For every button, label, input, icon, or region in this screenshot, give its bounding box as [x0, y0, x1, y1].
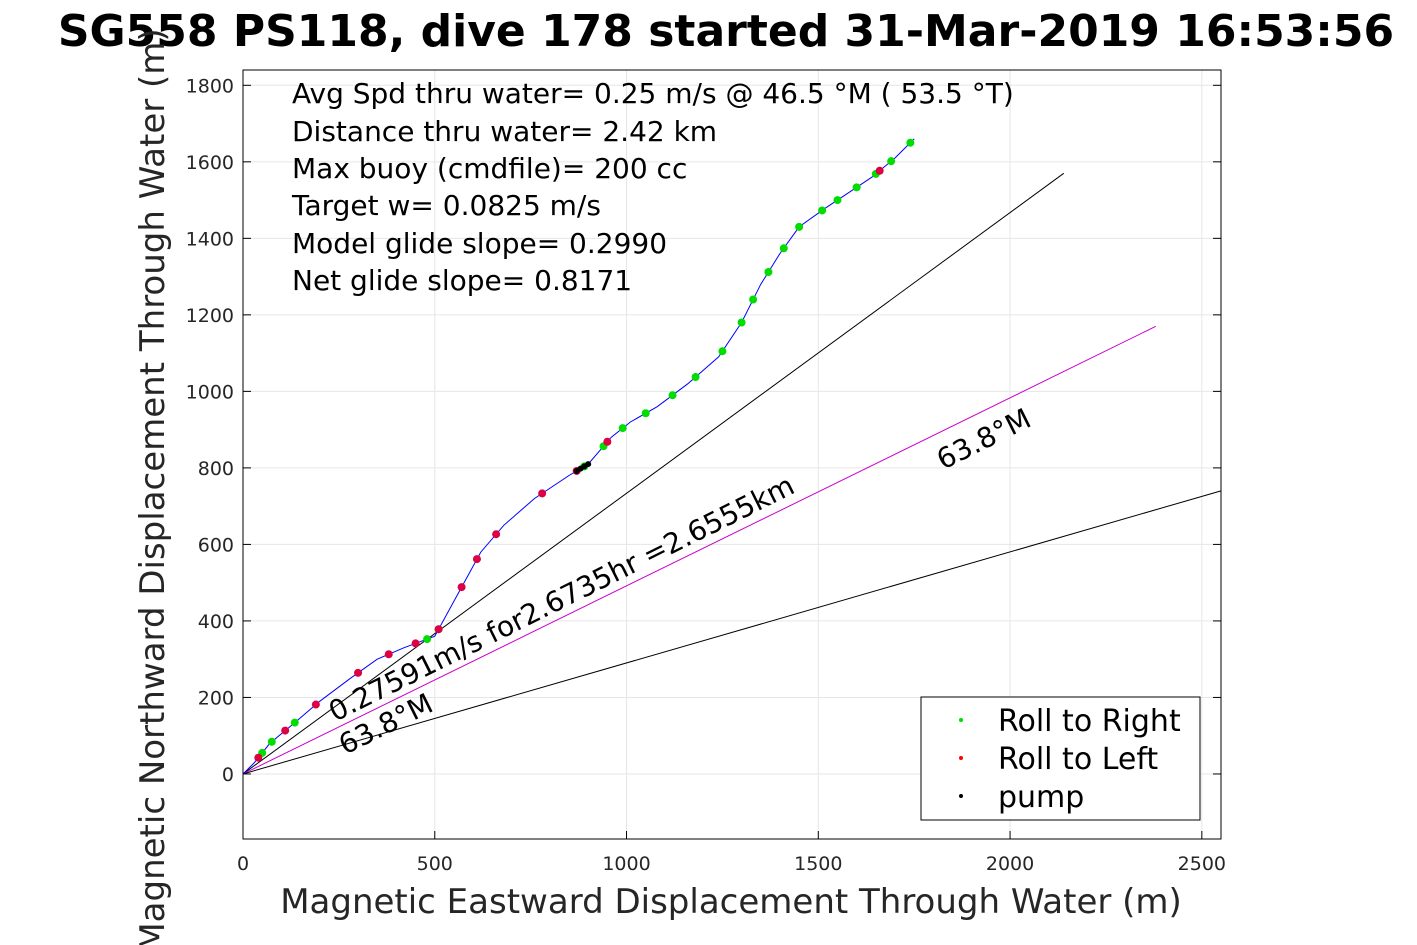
roll-right-point — [641, 409, 650, 418]
roll-right-point — [749, 295, 758, 304]
y-axis-ticks: 0 200 400 600 800 1000 1200 1400 1600 1800 — [186, 75, 1221, 786]
chart-title: SG558 PS118, dive 178 started 31-Mar-201… — [58, 6, 1394, 57]
roll-left-point — [457, 583, 466, 592]
roll-right-point — [779, 244, 788, 253]
reference-lines — [242, 172, 1222, 775]
roll-right-point — [267, 737, 276, 746]
x-tick-label: 2000 — [986, 853, 1034, 875]
annotation-max-buoy: Max buoy (cmdfile)= 200 cc — [292, 152, 687, 185]
roll-left-point — [603, 437, 612, 446]
legend-marker-roll-left — [959, 756, 963, 760]
roll-left-point — [354, 668, 363, 677]
y-tick-label: 600 — [198, 534, 234, 556]
y-tick-label: 1000 — [186, 381, 234, 403]
y-axis-label: Magnetic Northward Displacement Through … — [133, 28, 173, 945]
roll-right-point — [718, 347, 727, 356]
roll-right-point — [737, 318, 746, 327]
roll-right-point — [906, 138, 915, 147]
x-tick-label: 500 — [417, 853, 453, 875]
roll-points — [254, 138, 915, 762]
roll-right-point — [833, 196, 842, 205]
grid — [242, 70, 1221, 839]
x-tick-label: 2500 — [1178, 853, 1226, 875]
roll-left-point — [538, 489, 547, 498]
roll-right-point — [887, 157, 896, 166]
legend-marker-pump — [959, 794, 963, 798]
annotation-target-w: Target w= 0.0825 m/s — [291, 189, 601, 222]
roll-right-point — [691, 373, 700, 382]
plot-frame — [242, 69, 1222, 840]
roll-left-point — [875, 166, 884, 175]
annotation-net-glide-slope: Net glide slope= 0.8171 — [292, 264, 632, 297]
x-axis-label: Magnetic Eastward Displacement Through W… — [280, 882, 1182, 922]
legend-label-roll-left: Roll to Left — [998, 742, 1158, 777]
roll-right-point — [423, 635, 432, 644]
roll-left-point — [384, 650, 393, 659]
legend: Roll to Right Roll to Left pump — [920, 696, 1201, 821]
x-tick-label: 1000 — [602, 853, 650, 875]
y-tick-label: 1400 — [186, 228, 234, 250]
annotation-model-glide-slope: Model glide slope= 0.2990 — [292, 227, 667, 260]
annotation-distance: Distance thru water= 2.42 km — [292, 115, 717, 148]
roll-right-point — [818, 206, 827, 215]
roll-left-point — [281, 726, 290, 735]
roll-left-point — [472, 555, 481, 564]
x-axis-ticks: 0 500 1000 1500 2000 2500 — [237, 831, 1226, 875]
roll-right-point — [668, 391, 677, 400]
x-tick-label: 0 — [237, 853, 249, 875]
roll-left-point — [311, 700, 320, 709]
line-heading — [242, 325, 1157, 775]
x-tick-label: 1500 — [794, 853, 842, 875]
legend-marker-roll-right — [959, 718, 963, 722]
pump-point — [585, 461, 592, 468]
roll-right-point — [618, 424, 627, 433]
line-current-lower — [242, 490, 1222, 775]
y-tick-label: 1600 — [186, 152, 234, 174]
y-tick-label: 1800 — [186, 75, 234, 97]
line-current-upper — [242, 172, 1065, 775]
roll-left-point — [411, 639, 420, 648]
roll-right-point — [852, 183, 861, 192]
roll-right-point — [764, 268, 773, 277]
roll-left-point — [434, 625, 443, 634]
roll-left-point — [492, 530, 501, 539]
y-tick-label: 400 — [198, 611, 234, 633]
y-tick-label: 1200 — [186, 305, 234, 327]
roll-right-point — [795, 222, 804, 231]
y-tick-label: 800 — [198, 458, 234, 480]
y-tick-label: 0 — [222, 764, 234, 786]
legend-label-pump: pump — [998, 780, 1084, 815]
y-tick-label: 200 — [198, 687, 234, 709]
legend-box — [920, 696, 1201, 821]
roll-right-point — [290, 718, 299, 727]
annotation-avg-speed: Avg Spd thru water= 0.25 m/s @ 46.5 °M (… — [292, 77, 1014, 110]
legend-label-roll-right: Roll to Right — [998, 704, 1181, 739]
stats-annotations: Avg Spd thru water= 0.25 m/s @ 46.5 °M (… — [291, 77, 1014, 297]
roll-left-point — [254, 753, 263, 762]
